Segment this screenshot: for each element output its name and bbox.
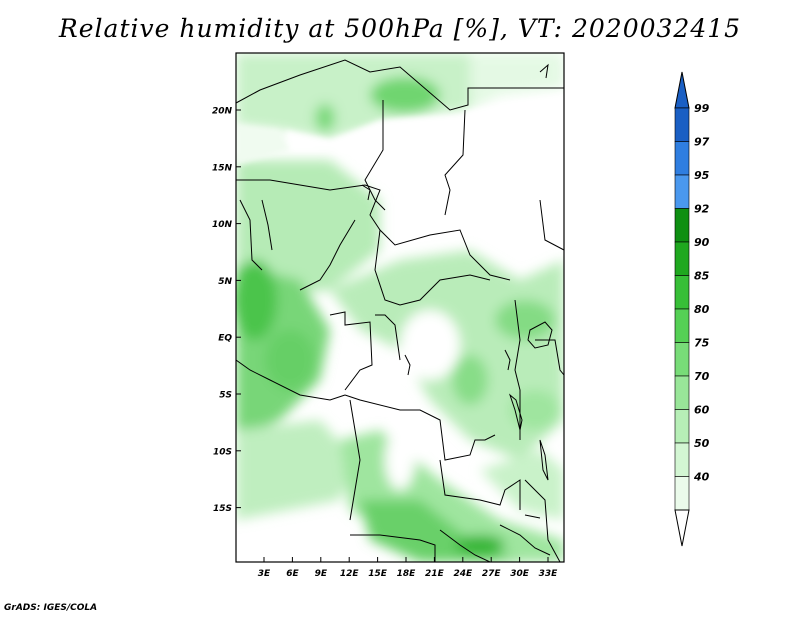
map-title: Relative humidity at 500hPa [%], VT: 202…	[58, 14, 742, 43]
colorbar-top-arrow	[674, 71, 690, 109]
colorbar-segment	[674, 241, 690, 276]
colorbar-segment	[674, 174, 690, 209]
lon-label: 9E	[315, 569, 328, 579]
lon-label: 24E	[453, 569, 473, 579]
lat-label: 15S	[213, 504, 232, 514]
lat-label: 10N	[212, 220, 233, 230]
lon-label: 30E	[510, 569, 530, 579]
colorbar-segment	[674, 141, 690, 176]
colorbar-segment	[674, 476, 690, 511]
colorbar-label: 97	[694, 136, 710, 149]
lon-label: 21E	[425, 569, 445, 579]
lat-label: 20N	[212, 107, 233, 117]
lon-label: 33E	[539, 569, 559, 579]
lat-label: 10S	[213, 447, 232, 457]
lon-label: 27E	[482, 569, 502, 579]
colorbar-label: 60	[694, 404, 710, 417]
colorbar-segment	[674, 409, 690, 444]
map-frame	[235, 52, 565, 563]
lon-label: 6E	[286, 569, 299, 579]
colorbar-segment	[674, 375, 690, 410]
colorbar-segment	[674, 308, 690, 343]
colorbar-label: 75	[694, 337, 710, 350]
grads-credit: GrADS: IGES/COLA	[4, 603, 98, 613]
lon-label: 18E	[397, 569, 417, 579]
longitude-axis: 3E 6E 9E 12E 15E 18E 21E 24E 27E 30E 33E	[258, 557, 558, 579]
colorbar-label: 85	[694, 270, 710, 283]
lakes	[361, 63, 553, 519]
colorbar-label: 50	[694, 437, 710, 450]
lat-label: 15N	[212, 163, 233, 173]
colorbar-label: 40	[693, 471, 710, 484]
lon-label: 12E	[340, 569, 360, 579]
colorbar-label: 90	[694, 236, 710, 249]
humidity-field	[236, 53, 564, 562]
colorbar: 99 97 95 92 90 85 80 75 70 60 50 40	[674, 71, 710, 547]
colorbar-label: 80	[694, 303, 710, 316]
colorbar-bottom-arrow	[674, 509, 690, 547]
colorbar-label: 95	[694, 169, 710, 182]
country-borders	[236, 59, 564, 562]
lat-label: EQ	[218, 334, 232, 344]
colorbar-label: 99	[694, 102, 710, 115]
colorbar-segment	[674, 275, 690, 310]
lat-label: 5S	[219, 391, 232, 401]
lon-label: 3E	[258, 569, 271, 579]
colorbar-segment	[674, 208, 690, 243]
colorbar-segment	[674, 107, 690, 142]
colorbar-segment	[674, 442, 690, 477]
colorbar-label: 70	[694, 370, 710, 383]
colorbar-label: 92	[694, 203, 710, 216]
lon-label: 15E	[368, 569, 388, 579]
lat-label: 5N	[218, 277, 232, 287]
colorbar-segment	[674, 342, 690, 377]
latitude-axis: 20N 15N 10N 5N EQ 5S 10S 15S	[212, 107, 241, 514]
